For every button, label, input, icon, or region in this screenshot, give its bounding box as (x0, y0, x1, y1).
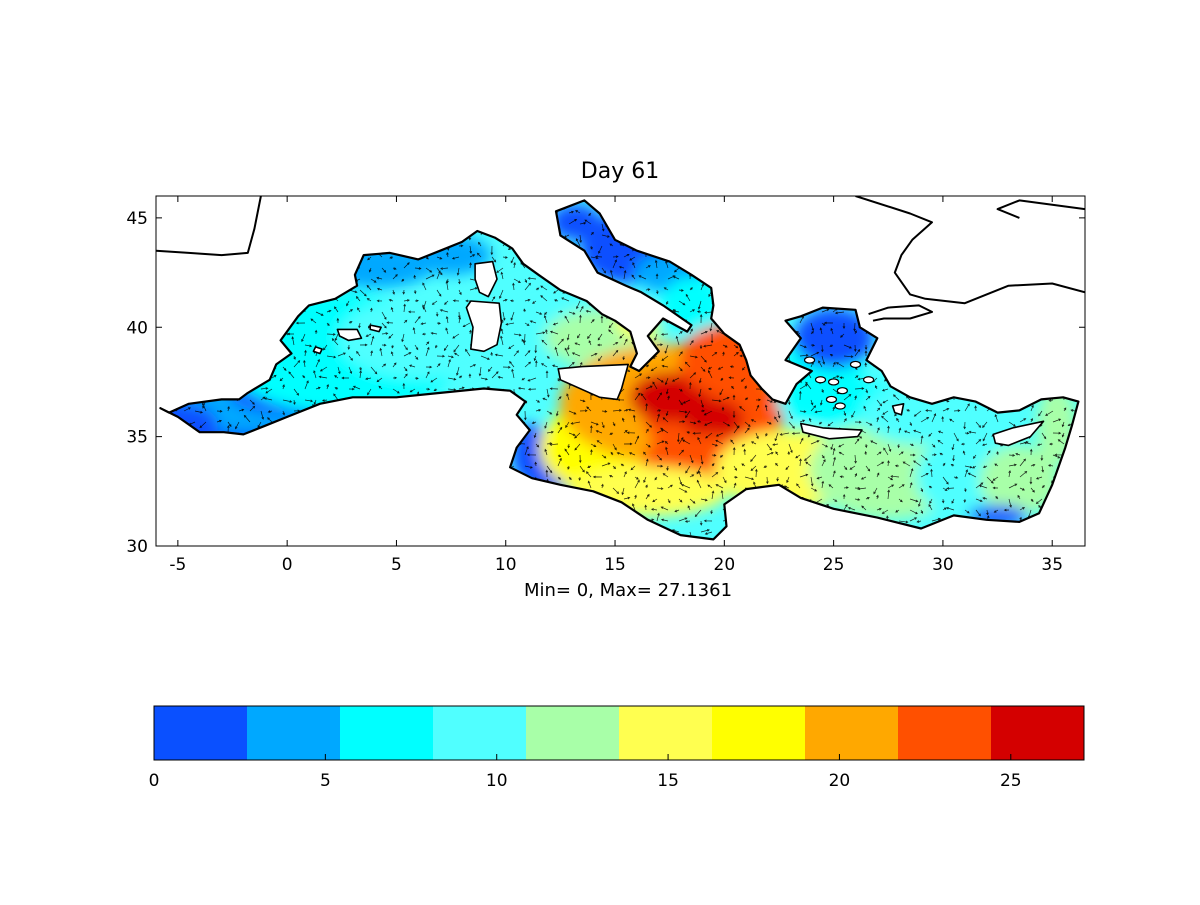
colorbar-tick-label: 10 (486, 771, 508, 791)
land-outline (868, 304, 933, 322)
lon-tick-label: 5 (391, 555, 402, 575)
lon-tick-label: 10 (495, 555, 517, 575)
lon-tick-label: 35 (1041, 555, 1063, 575)
lon-tick-label: 0 (282, 555, 293, 575)
islands (312, 260, 1045, 447)
map-frame (155, 195, 1086, 547)
colorbar-tick-label: 25 (1000, 771, 1022, 791)
lon-tick-label: 30 (932, 555, 954, 575)
lon-tick-label: 20 (714, 555, 736, 575)
colorbar-segment (340, 706, 434, 760)
colorbar-segment (433, 706, 527, 760)
colorbar-segment (805, 706, 899, 760)
colorbar-segment (991, 706, 1085, 760)
lat-tick-label: 30 (126, 537, 148, 557)
corsica-island (474, 260, 498, 298)
map-panel (156, 196, 1085, 546)
aegean-islet (803, 356, 816, 364)
field-blob (338, 298, 499, 379)
field-blob (979, 445, 1060, 516)
field-blob (861, 384, 982, 445)
aegean-islet (814, 376, 827, 384)
colorbar-axis: 0 5 10 15 20 25 (149, 754, 1022, 791)
ibiza-island (312, 346, 323, 355)
colorbar-segment (712, 706, 806, 760)
rhodes-island (891, 403, 905, 416)
colorbar-segment (898, 706, 992, 760)
colorbar-segment (619, 706, 713, 760)
colorbar-tick-label: 5 (320, 771, 331, 791)
colorbar-segment (526, 706, 620, 760)
land-outline (156, 196, 262, 257)
lat-tick-label: 45 (126, 209, 148, 229)
land-outline (996, 199, 1085, 219)
lat-tick-label: 35 (126, 428, 148, 448)
field-blob (683, 399, 744, 440)
field-blob (793, 308, 874, 369)
lon-tick-label: -5 (169, 555, 186, 575)
land-outlines (156, 196, 1085, 322)
aegean-islet (828, 378, 840, 386)
colorbar (154, 706, 1085, 760)
aegean-islet (825, 395, 838, 404)
min-max-label: Min= 0, Max= 27.1361 (524, 580, 732, 601)
lat-tick-label: 40 (126, 318, 148, 338)
lon-axis: -5 0 5 10 15 20 25 30 35 (169, 196, 1063, 575)
aegean-islet (862, 376, 875, 384)
colorbar-frame (153, 705, 1085, 761)
cyprus-island (992, 420, 1045, 447)
aegean-islet (849, 360, 862, 369)
field-blob (550, 204, 601, 241)
mallorca-island (336, 328, 363, 342)
land-outline (855, 196, 1085, 305)
sicily-island (557, 363, 629, 401)
menorca-island (369, 324, 382, 333)
coastline (159, 199, 1080, 541)
lat-axis: 30 35 40 45 (126, 209, 1085, 557)
lon-tick-label: 25 (823, 555, 845, 575)
colorbar-tick-label: 15 (657, 771, 679, 791)
colorbar-tick-label: 0 (149, 771, 160, 791)
colorbar-segment (247, 706, 341, 760)
sardinia-island (465, 300, 503, 353)
plot-title: Day 61 (581, 159, 659, 184)
crete-island (800, 422, 863, 440)
colorbar-segment (154, 706, 248, 760)
aegean-islet (834, 402, 846, 410)
lon-tick-label: 15 (604, 555, 626, 575)
aegean-islet (836, 387, 848, 395)
colorbar-tick-label: 20 (829, 771, 851, 791)
